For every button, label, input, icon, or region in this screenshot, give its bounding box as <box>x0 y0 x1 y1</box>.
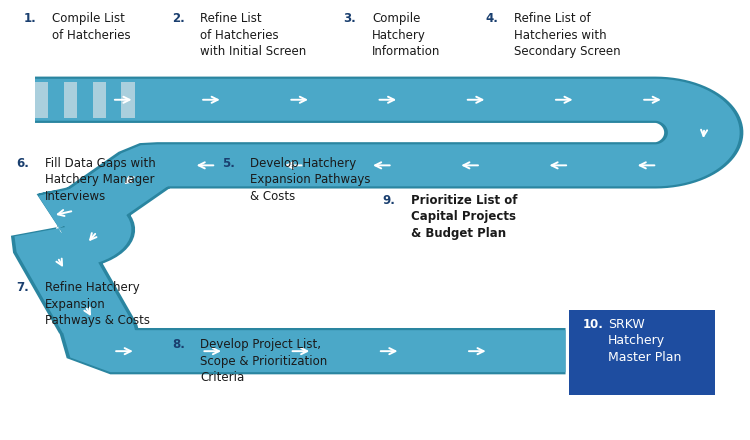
Polygon shape <box>122 82 135 117</box>
Polygon shape <box>11 77 743 374</box>
Text: Refine List
of Hatcheries
with Initial Screen: Refine List of Hatcheries with Initial S… <box>200 12 307 59</box>
Polygon shape <box>93 82 106 117</box>
Text: 5.: 5. <box>222 157 235 169</box>
Text: Refine List of
Hatcheries with
Secondary Screen: Refine List of Hatcheries with Secondary… <box>514 12 620 59</box>
Text: Prioritize List of
Capital Projects
& Budget Plan: Prioritize List of Capital Projects & Bu… <box>411 194 518 240</box>
Bar <box>569 310 715 395</box>
Polygon shape <box>64 82 77 117</box>
Text: 9.: 9. <box>382 194 395 207</box>
Text: 7.: 7. <box>16 281 29 294</box>
Text: 6.: 6. <box>16 157 29 169</box>
Text: 10.: 10. <box>583 319 604 331</box>
Text: Develop Hatchery
Expansion Pathways
& Costs: Develop Hatchery Expansion Pathways & Co… <box>251 157 370 202</box>
Text: Refine Hatchery
Expansion
Pathways & Costs: Refine Hatchery Expansion Pathways & Cos… <box>45 281 150 327</box>
Text: Compile List
of Hatcheries: Compile List of Hatcheries <box>53 12 130 42</box>
Text: Develop Project List,
Scope & Prioritization
Criteria: Develop Project List, Scope & Prioritiza… <box>200 338 328 384</box>
Text: 8.: 8. <box>172 338 184 351</box>
Text: 4.: 4. <box>485 12 499 26</box>
Text: 1.: 1. <box>24 12 37 26</box>
Text: Compile
Hatchery
Information: Compile Hatchery Information <box>372 12 440 59</box>
Text: 2.: 2. <box>172 12 184 26</box>
Polygon shape <box>35 82 49 117</box>
Text: 3.: 3. <box>344 12 356 26</box>
Polygon shape <box>14 79 740 372</box>
Text: Fill Data Gaps with
Hatchery Manager
Interviews: Fill Data Gaps with Hatchery Manager Int… <box>45 157 155 202</box>
Text: SRKW
Hatchery
Master Plan: SRKW Hatchery Master Plan <box>608 318 682 363</box>
